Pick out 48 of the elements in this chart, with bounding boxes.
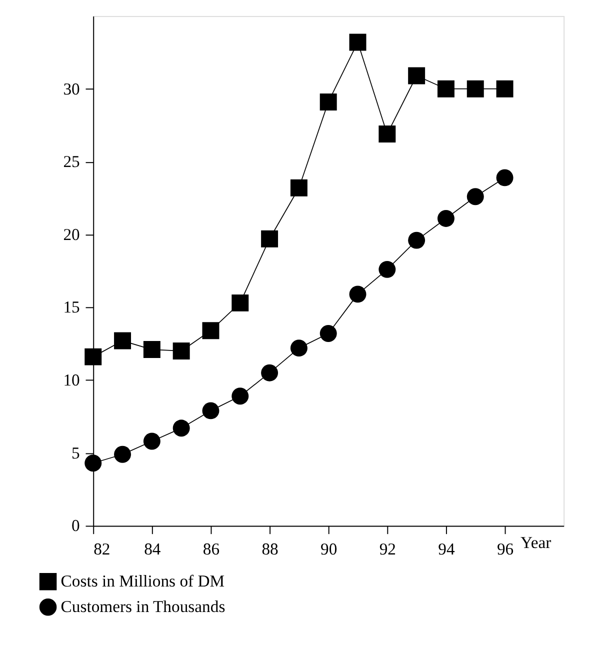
y-tick-label: 30: [63, 79, 80, 98]
x-axis-title: Year: [520, 532, 552, 552]
point: [84, 348, 102, 366]
point: [496, 80, 514, 98]
point: [202, 322, 220, 340]
point: [114, 332, 132, 350]
y-tick-label: 25: [63, 152, 80, 172]
point: [349, 34, 366, 51]
point: [437, 210, 454, 227]
point: [378, 126, 396, 142]
x-tick-label: 90: [320, 540, 338, 559]
point: [408, 67, 426, 84]
y-tick-label: 10: [63, 370, 80, 390]
x-tick-label: 84: [144, 540, 162, 559]
point: [172, 342, 190, 360]
point: [437, 80, 454, 98]
y-tick-label: 0: [72, 516, 80, 536]
point: [320, 325, 337, 342]
x-tick-label: 92: [379, 540, 396, 559]
point: [466, 188, 484, 206]
point: [232, 388, 249, 405]
point: [143, 341, 160, 358]
y-tick-label: 20: [63, 224, 80, 244]
point: [466, 80, 484, 98]
point: [496, 169, 514, 186]
point: [232, 294, 249, 312]
point: [202, 402, 220, 420]
point: [114, 446, 132, 463]
x-tick-label: 88: [262, 540, 278, 559]
point: [290, 340, 308, 357]
point: [261, 230, 278, 248]
point: [408, 232, 426, 249]
point: [261, 364, 278, 382]
x-tick-label: 86: [202, 540, 220, 559]
y-tick-label: 5: [72, 443, 80, 462]
point: [172, 420, 190, 437]
x-tick-label: 96: [496, 540, 514, 559]
point: [378, 260, 396, 278]
point: [320, 93, 337, 110]
point: [143, 432, 160, 450]
point: [349, 286, 366, 303]
legend-label: Costs in Millions of DM: [60, 572, 225, 591]
x-tick-label: 82: [94, 540, 110, 559]
y-tick-label: 15: [63, 298, 80, 317]
legend-label: Customers in Thousands: [60, 596, 226, 616]
point: [290, 179, 308, 196]
x-tick-label: 94: [438, 540, 456, 559]
point: [84, 454, 102, 472]
